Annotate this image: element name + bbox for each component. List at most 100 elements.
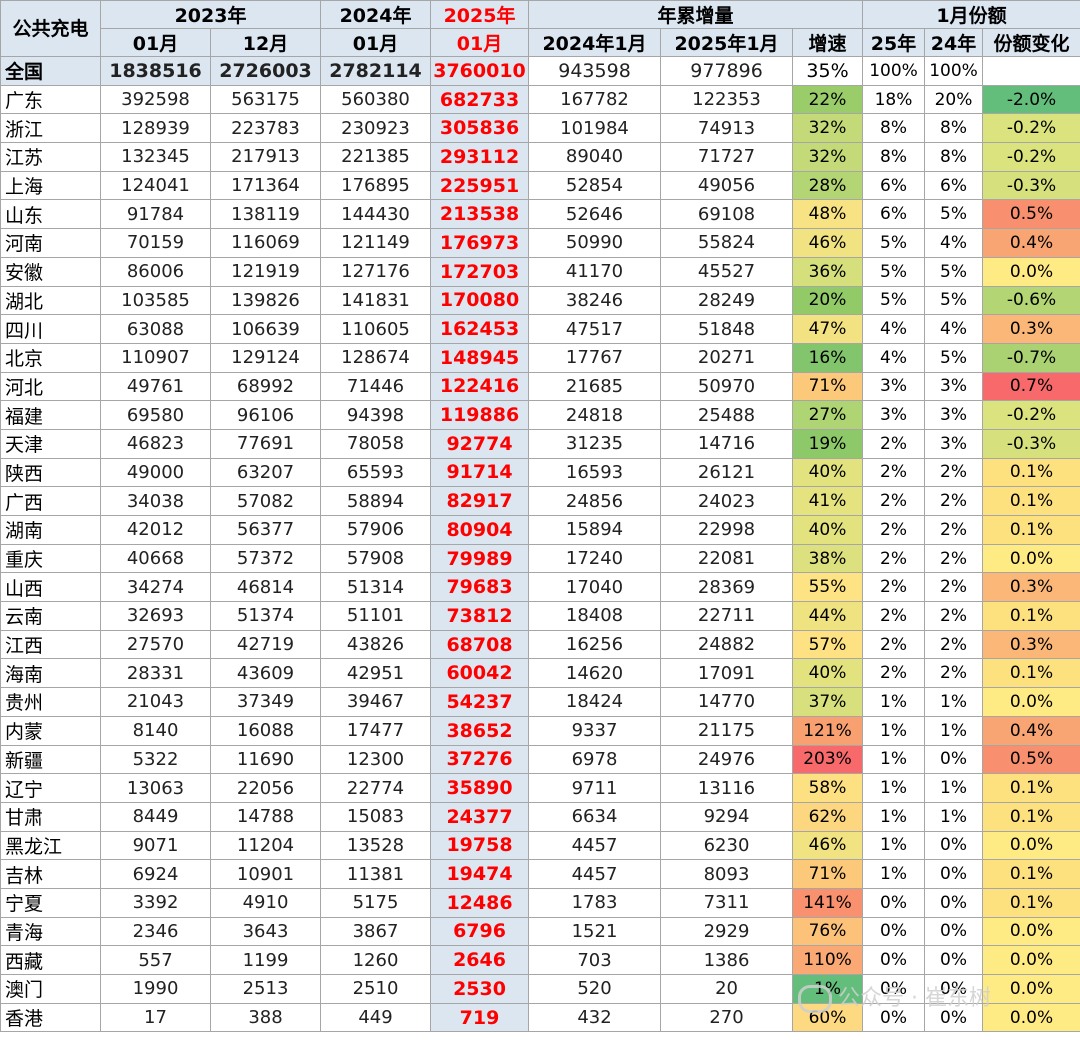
ytd-2025: 22711 xyxy=(660,601,794,631)
col-share-change: 份额变化 xyxy=(982,28,1080,57)
value-2023-12: 2513 xyxy=(209,974,322,1004)
value-2023-01: 13063 xyxy=(100,773,211,803)
ytd-2024: 52854 xyxy=(528,170,662,201)
ytd-2025: 74913 xyxy=(660,113,794,144)
value-2023-01: 17 xyxy=(100,1002,211,1033)
value-2023-12: 56377 xyxy=(209,515,322,545)
ytd-2025: 21175 xyxy=(660,715,794,746)
province-name: 云南 xyxy=(0,601,101,631)
ytd-2025: 6230 xyxy=(660,830,794,861)
ytd-2025: 22081 xyxy=(660,543,794,574)
value-2025-01: 176973 xyxy=(430,228,530,258)
value-2024-01: 15083 xyxy=(320,801,432,832)
share-25: 3% xyxy=(862,400,926,430)
value-2023-12: 51374 xyxy=(209,601,322,631)
table-row: 澳门 1990 2513 2510 2530 520 20 1% 0% 0% 0.0% xyxy=(0,974,1080,1004)
value-2023-12: 171364 xyxy=(209,170,322,201)
value-2024-01: 144430 xyxy=(320,199,432,230)
table-row: 上海 124041 171364 176895 225951 52854 49056 28% 6… xyxy=(0,170,1080,201)
share-change: 0.3% xyxy=(982,629,1080,660)
value-2024-01: 51101 xyxy=(320,601,432,631)
value-2025-01: 12486 xyxy=(430,887,530,918)
ytd-2024: 17240 xyxy=(528,543,662,574)
growth-rate: 71% xyxy=(792,859,864,889)
col-share-25: 25年 xyxy=(862,28,926,57)
header-row-2: 01月 12月 01月 01月 2024年1月 2025年1月 增速 25年 2… xyxy=(1,28,1080,57)
share-change: 0.5% xyxy=(982,199,1080,230)
ytd-2024: 703 xyxy=(528,945,662,975)
total-ytd-2025: 977896 xyxy=(660,56,794,86)
ytd-2025: 25488 xyxy=(660,400,794,430)
growth-rate: 62% xyxy=(792,801,864,832)
value-2024-01: 176895 xyxy=(320,170,432,201)
header-row-1: 公共充电 2023年 2024年 2025年 年累增量 1月份额 xyxy=(0,0,1080,57)
value-2023-12: 11690 xyxy=(209,744,322,775)
share-25: 18% xyxy=(862,84,926,115)
table-row: 河北 49761 68992 71446 122416 21685 50970 71% 3% 3%… xyxy=(0,371,1080,402)
province-name: 重庆 xyxy=(0,543,101,574)
value-2023-01: 49761 xyxy=(100,371,211,402)
value-2023-12: 77691 xyxy=(209,428,322,459)
value-2024-01: 560380 xyxy=(320,84,432,115)
value-2024-01: 39467 xyxy=(320,687,432,717)
table-row: 黑龙江 9071 11204 13528 19758 4457 6230 46% 1% 0% 0.0… xyxy=(0,830,1080,861)
ytd-2024: 38246 xyxy=(528,285,662,316)
year-2025-header: 2025年 xyxy=(430,0,530,29)
value-2023-12: 4910 xyxy=(209,887,322,918)
value-2024-01: 2510 xyxy=(320,974,432,1004)
ytd-2025: 8093 xyxy=(660,859,794,889)
ytd-2025: 17091 xyxy=(660,658,794,689)
ytd-2025: 24882 xyxy=(660,629,794,660)
ytd-2025: 22998 xyxy=(660,515,794,545)
share-24: 5% xyxy=(924,199,984,230)
value-2025-01: 60042 xyxy=(430,658,530,689)
share-24: 5% xyxy=(924,285,984,316)
total-2023-12: 2726003 xyxy=(209,56,322,86)
province-name: 海南 xyxy=(0,658,101,689)
growth-rate: 48% xyxy=(792,199,864,230)
share-24: 8% xyxy=(924,142,984,172)
ytd-group-header: 年累增量 xyxy=(528,0,864,29)
share-25: 0% xyxy=(862,887,926,918)
share-change: 0.4% xyxy=(982,228,1080,258)
ytd-2024: 6978 xyxy=(528,744,662,775)
ytd-2024: 31235 xyxy=(528,428,662,459)
growth-rate: 76% xyxy=(792,916,864,947)
value-2025-01: 170080 xyxy=(430,285,530,316)
growth-rate: 37% xyxy=(792,687,864,717)
value-2024-01: 5175 xyxy=(320,887,432,918)
value-2023-12: 46814 xyxy=(209,572,322,603)
value-2024-01: 22774 xyxy=(320,773,432,803)
share-25: 0% xyxy=(862,974,926,1004)
ytd-2025: 45527 xyxy=(660,256,794,287)
share-24: 2% xyxy=(924,543,984,574)
value-2023-01: 124041 xyxy=(100,170,211,201)
share-25: 2% xyxy=(862,486,926,516)
value-2024-01: 449 xyxy=(320,1002,432,1033)
table-row: 广西 34038 57082 58894 82917 24856 24023 41% 2% 2% 0… xyxy=(0,486,1080,516)
growth-rate: 55% xyxy=(792,572,864,603)
share-change: 0.0% xyxy=(982,974,1080,1004)
share-24: 0% xyxy=(924,974,984,1004)
share-change: 0.5% xyxy=(982,744,1080,775)
value-2023-12: 16088 xyxy=(209,715,322,746)
share-change: 0.0% xyxy=(982,830,1080,861)
ytd-2024: 432 xyxy=(528,1002,662,1033)
share-24: 2% xyxy=(924,486,984,516)
total-share-25: 100% xyxy=(862,56,926,86)
share-24: 2% xyxy=(924,601,984,631)
share-24: 0% xyxy=(924,830,984,861)
share-change: -0.3% xyxy=(982,170,1080,201)
share-24: 0% xyxy=(924,1002,984,1033)
table-row: 福建 69580 96106 94398 119886 24818 25488 27% 3% 3%… xyxy=(0,400,1080,430)
total-ytd-2024: 943598 xyxy=(528,56,662,86)
table-row: 宁夏 3392 4910 5175 12486 1783 7311 141% 0% 0% 0.1% xyxy=(0,887,1080,918)
province-name: 辽宁 xyxy=(0,773,101,803)
value-2023-01: 70159 xyxy=(100,228,211,258)
value-2023-01: 110907 xyxy=(100,342,211,373)
share-change: 0.0% xyxy=(982,256,1080,287)
ytd-2024: 89040 xyxy=(528,142,662,172)
share-25: 4% xyxy=(862,314,926,344)
share-change: 0.1% xyxy=(982,515,1080,545)
